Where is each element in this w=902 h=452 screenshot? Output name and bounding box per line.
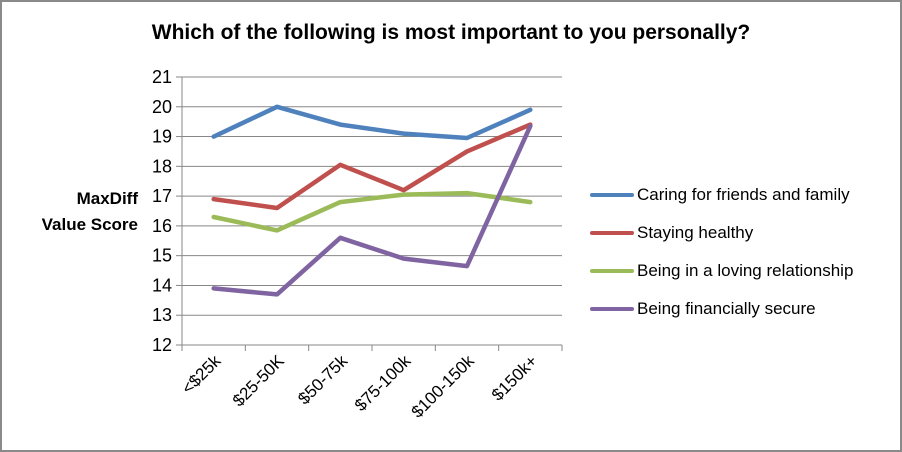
y-tick-label-19: 19	[152, 127, 172, 147]
legend-item-staying-healthy: Staying healthy	[590, 214, 853, 252]
chart-title: Which of the following is most important…	[151, 21, 751, 44]
legend-label: Caring for friends and family	[637, 185, 850, 204]
x-tick-label: $75-100k	[351, 351, 415, 415]
series-line-0	[211, 104, 533, 141]
x-tick-label: $150k+	[488, 351, 541, 404]
y-tick-label-13: 13	[152, 305, 172, 325]
legend-item-being-in-a-loving-relationship: Being in a loving relationship	[590, 252, 853, 290]
series-line-1	[211, 122, 533, 211]
y-tick-label-16: 16	[152, 216, 172, 236]
x-tick-label: $100-150k	[408, 351, 479, 422]
y-tick-label-17: 17	[152, 186, 172, 206]
y-tick-label-14: 14	[152, 275, 172, 295]
legend-label: Being financially secure	[637, 299, 816, 318]
legend-swatch-purple-line	[590, 307, 634, 311]
legend-swatch-blue-line	[590, 193, 634, 197]
y-tick-label-12: 12	[152, 335, 172, 355]
legend-item-being-financially-secure: Being financially secure	[590, 290, 853, 328]
legend-swatch-green-line	[590, 269, 634, 273]
y-tick-label-15: 15	[152, 246, 172, 266]
legend-swatch-red-line	[590, 231, 634, 235]
y-tick-label-21: 21	[152, 67, 172, 87]
legend-label: Staying healthy	[637, 223, 754, 242]
chart-legend: Caring for friends and family Staying he…	[590, 176, 853, 328]
y-axis-title: MaxDiff Value Score	[41, 189, 138, 234]
x-tick-label: $25-50K	[229, 351, 288, 410]
series-line-3	[211, 123, 533, 297]
legend-item-caring-for-friends-and-family: Caring for friends and family	[590, 176, 853, 214]
y-tick-label-20: 20	[152, 97, 172, 117]
series-line-2	[211, 190, 533, 233]
x-tick-label: <$25k	[178, 351, 225, 398]
legend-label: Being in a loving relationship	[637, 261, 854, 280]
y-tick-label-18: 18	[152, 156, 172, 176]
x-tick-label: $50-75k	[294, 351, 351, 408]
